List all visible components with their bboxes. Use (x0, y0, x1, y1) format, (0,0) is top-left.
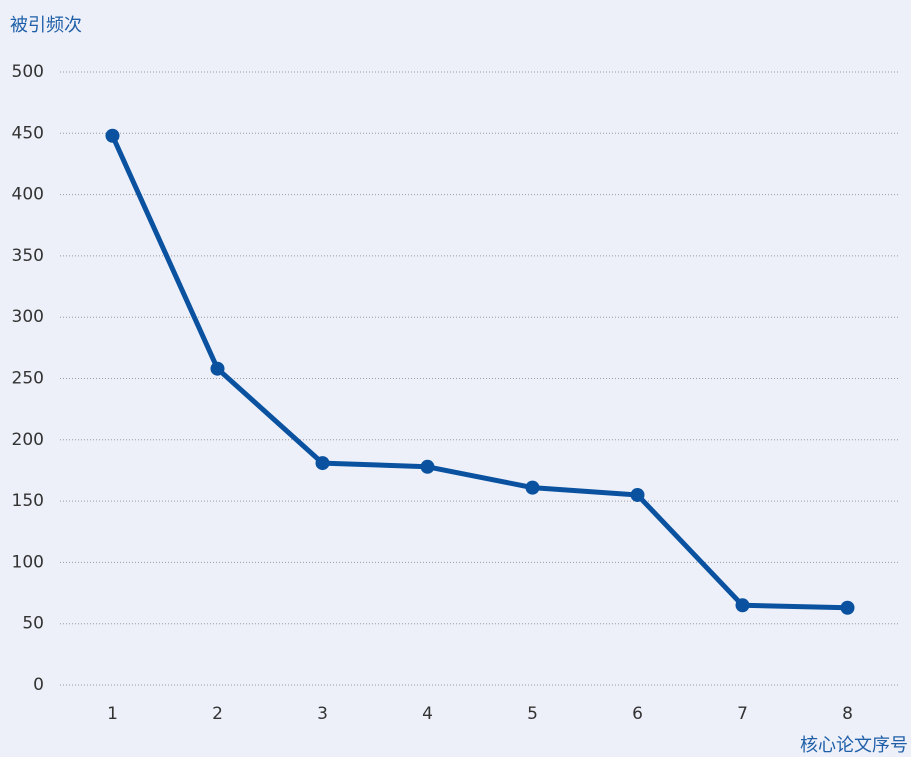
y-tick-label: 250 (12, 369, 44, 389)
x-tick-label: 4 (422, 704, 433, 724)
y-tick-label: 500 (12, 62, 44, 82)
y-tick-label: 50 (22, 614, 44, 634)
x-tick-label: 3 (317, 704, 328, 724)
y-tick-label: 350 (12, 246, 44, 266)
y-axis-title: 被引频次 (10, 15, 82, 36)
x-tick-label: 8 (842, 704, 853, 724)
marker (840, 600, 855, 615)
x-tick-label: 7 (737, 704, 748, 724)
marker (630, 487, 645, 502)
y-tick-label: 400 (12, 185, 44, 205)
marker (735, 598, 750, 613)
y-tick-label: 0 (33, 675, 44, 695)
x-axis-title: 核心论文序号 (800, 735, 908, 756)
marker (210, 361, 225, 376)
marker (315, 456, 330, 471)
y-tick-label: 100 (12, 552, 44, 572)
line (110, 133, 850, 611)
y-tick-label: 300 (12, 307, 44, 327)
y-tick-label: 150 (12, 491, 44, 511)
y-tick-label: 200 (12, 430, 44, 450)
marker (420, 459, 435, 474)
y-tick-label: 450 (12, 123, 44, 143)
x-tick-label: 6 (632, 704, 643, 724)
x-tick-label: 2 (212, 704, 223, 724)
marker (525, 480, 540, 495)
marker (105, 128, 120, 143)
x-tick-label: 5 (527, 704, 538, 724)
x-tick-label: 1 (107, 704, 118, 724)
